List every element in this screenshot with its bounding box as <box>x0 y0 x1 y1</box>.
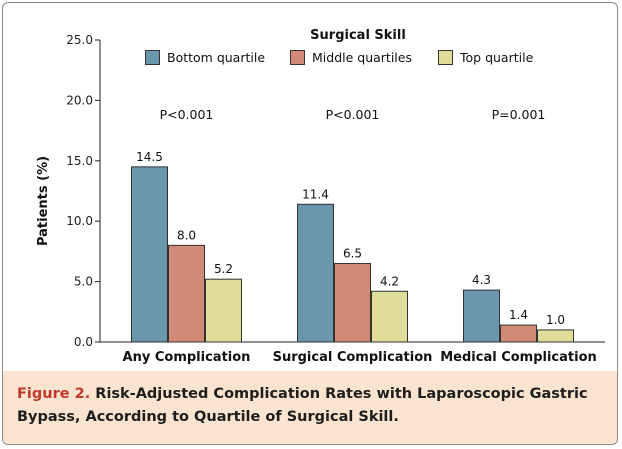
figure-label: Figure 2. <box>17 386 91 402</box>
y-tick-label: 25.0 <box>66 33 93 47</box>
legend-entry: Bottom quartile <box>167 50 265 65</box>
bar-value-label: 1.0 <box>546 313 565 327</box>
bar <box>537 329 574 343</box>
category-label: Medical Complication <box>440 350 597 365</box>
bar-chart: Surgical Skill Bottom quartile Middle qua… <box>36 28 605 365</box>
y-tick-label: 20.0 <box>66 93 93 107</box>
category-label: Any Complication <box>123 350 251 365</box>
bar-value-label: 8.0 <box>177 228 196 242</box>
p-value-label: P=0.001 <box>492 107 546 122</box>
y-axis-title: Patients (%) <box>36 156 51 246</box>
bar <box>168 244 205 343</box>
y-tick-label: 5.0 <box>74 275 93 289</box>
bar <box>205 278 242 343</box>
bar <box>334 262 371 343</box>
legend: Surgical Skill Bottom quartile Middle qua… <box>145 28 534 65</box>
bar <box>463 289 500 343</box>
figure-frame: Surgical Skill Bottom quartile Middle qua… <box>2 2 618 445</box>
category-labels: Any Complication Surgical Complication Med… <box>123 350 597 365</box>
legend-entry: Middle quartiles <box>312 50 412 65</box>
bar-value-label: 14.5 <box>136 150 163 164</box>
bar-value-label: 4.3 <box>472 273 491 287</box>
y-tick-label: 15.0 <box>66 154 93 168</box>
p-value-label: P<0.001 <box>160 107 214 122</box>
bars <box>131 166 574 343</box>
bar <box>500 324 537 343</box>
value-labels: 14.5 11.4 4.3 8.0 6.5 1.4 5.2 4.2 1.0 <box>136 150 565 327</box>
p-values: P<0.001 P<0.001 P=0.001 <box>160 107 546 122</box>
legend-swatch <box>290 50 305 65</box>
bar-value-label: 1.4 <box>509 308 528 322</box>
bar-value-label: 6.5 <box>343 246 362 260</box>
caption-text: Risk-Adjusted Complication Rates with La… <box>17 386 588 425</box>
bar <box>297 203 334 343</box>
legend-swatch <box>145 50 160 65</box>
bar <box>371 290 408 343</box>
bar-value-label: 11.4 <box>302 187 329 201</box>
bar-value-label: 5.2 <box>214 262 233 276</box>
p-value-label: P<0.001 <box>326 107 380 122</box>
figure-caption: Figure 2. Risk-Adjusted Complication Rat… <box>3 371 617 444</box>
legend-title: Surgical Skill <box>310 28 406 43</box>
legend-swatch <box>438 50 453 65</box>
bar-value-label: 4.2 <box>380 274 399 288</box>
legend-entry: Top quartile <box>459 50 534 65</box>
bar <box>131 166 168 343</box>
y-tick-label: 10.0 <box>66 214 93 228</box>
category-label: Surgical Complication <box>273 350 433 365</box>
y-tick-label: 0.0 <box>74 335 93 349</box>
